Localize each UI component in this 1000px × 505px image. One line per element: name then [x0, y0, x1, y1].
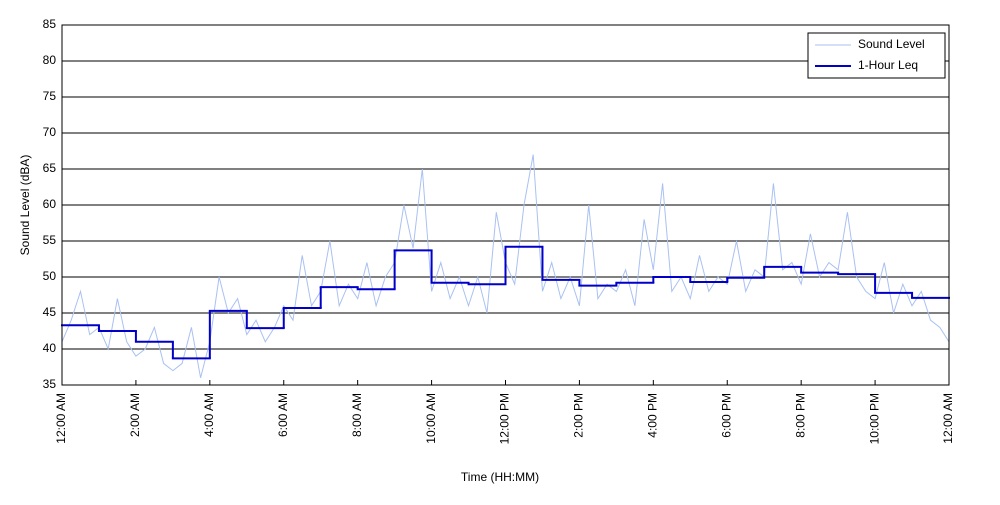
- x-tick-label: 2:00 AM: [128, 393, 142, 437]
- legend-label: Sound Level: [858, 37, 925, 51]
- x-tick-label: 10:00 PM: [867, 393, 881, 444]
- y-axis-label: Sound Level (dBA): [18, 155, 32, 256]
- x-tick-label: 12:00 PM: [498, 393, 512, 444]
- x-tick-label: 12:00 AM: [54, 393, 68, 444]
- x-tick-label: 2:00 PM: [572, 393, 586, 438]
- y-tick-label: 40: [43, 341, 57, 355]
- y-tick-label: 60: [43, 197, 57, 211]
- y-tick-label: 80: [43, 53, 57, 67]
- x-tick-label: 8:00 PM: [793, 393, 807, 438]
- x-tick-label: 6:00 AM: [276, 393, 290, 437]
- y-tick-label: 65: [43, 161, 57, 175]
- y-tick-label: 70: [43, 125, 57, 139]
- plot-frame: [61, 24, 950, 386]
- x-tick-label: 4:00 PM: [646, 393, 660, 438]
- y-tick-label: 45: [43, 305, 57, 319]
- y-tick-label: 85: [43, 17, 57, 31]
- x-tick-label: 4:00 AM: [202, 393, 216, 437]
- legend: Sound Level 1-Hour Leq: [807, 32, 946, 79]
- legend-box: [807, 32, 946, 79]
- x-axis-label: Time (HH:MM): [461, 470, 539, 484]
- y-tick-label: 35: [43, 377, 57, 391]
- y-tick-label: 75: [43, 89, 57, 103]
- y-tick-label: 50: [43, 269, 57, 283]
- y-tick-label: 55: [43, 233, 57, 247]
- x-tick-label: 10:00 AM: [424, 393, 438, 444]
- x-tick-label: 8:00 AM: [350, 393, 364, 437]
- x-tick-label: 6:00 PM: [719, 393, 733, 438]
- legend-label: 1-Hour Leq: [858, 58, 918, 72]
- x-tick-label: 12:00 AM: [941, 393, 955, 444]
